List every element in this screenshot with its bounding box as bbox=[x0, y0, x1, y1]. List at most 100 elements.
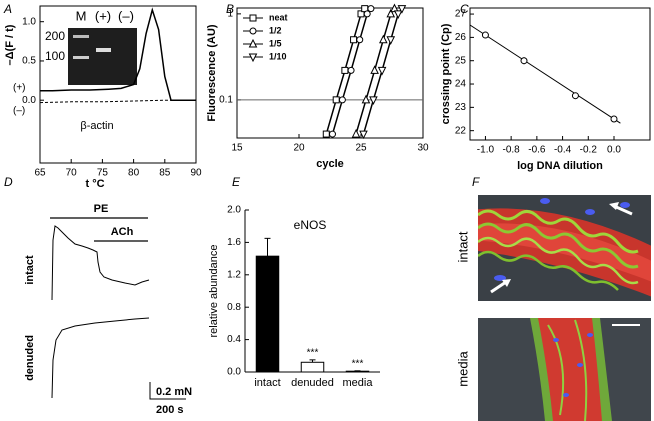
y-tick-label: 1.2 bbox=[227, 269, 241, 280]
x-axis-label: cycle bbox=[316, 158, 344, 170]
y-axis-label: relative abundance bbox=[208, 245, 220, 338]
marker bbox=[338, 96, 346, 104]
y-tick-label: 25 bbox=[455, 55, 467, 66]
significance: *** bbox=[352, 358, 364, 369]
micrograph bbox=[478, 195, 651, 301]
series-label: (–) bbox=[13, 106, 25, 117]
elastin bbox=[547, 319, 588, 421]
y-tick-label: 0.5 bbox=[22, 56, 36, 67]
panel-letter: E bbox=[232, 175, 241, 189]
marker bbox=[393, 10, 403, 19]
micrograph bbox=[478, 318, 651, 421]
gel-band bbox=[96, 48, 111, 52]
y-tick-label: 22 bbox=[455, 125, 467, 136]
legend-label: 1/2 bbox=[269, 25, 282, 35]
marker bbox=[379, 34, 388, 44]
nucleus bbox=[553, 338, 559, 342]
series-line bbox=[40, 7, 196, 101]
marker bbox=[332, 96, 340, 104]
nucleus bbox=[620, 202, 630, 208]
fit-line bbox=[469, 24, 621, 124]
marker bbox=[341, 66, 349, 74]
size-label: 100 bbox=[45, 49, 65, 63]
nucleus bbox=[540, 198, 550, 204]
y-tick-label: 1.6 bbox=[227, 237, 241, 248]
marker bbox=[350, 36, 358, 44]
x-tick-label: 25 bbox=[355, 143, 367, 154]
gel-band bbox=[73, 56, 89, 59]
marker bbox=[377, 66, 387, 76]
x-tick-label: 65 bbox=[34, 168, 46, 179]
x-tick-label: intact bbox=[254, 377, 280, 389]
marker bbox=[248, 53, 258, 63]
gel-band bbox=[73, 35, 89, 38]
marker bbox=[351, 128, 361, 138]
x-axis-label: log DNA dilution bbox=[517, 160, 603, 172]
y-tick-label: 1.0 bbox=[22, 16, 36, 27]
legend-label: 1/5 bbox=[269, 38, 282, 48]
point bbox=[571, 92, 579, 100]
x-tick-label: 20 bbox=[293, 143, 305, 154]
marker bbox=[397, 5, 407, 14]
lane-label: M bbox=[76, 8, 87, 23]
plot-frame bbox=[469, 7, 651, 141]
bar bbox=[300, 361, 325, 373]
panel-letter: C bbox=[460, 2, 469, 16]
point bbox=[610, 115, 618, 123]
plot-frame bbox=[39, 5, 197, 164]
series-label: (+) bbox=[13, 83, 26, 94]
point bbox=[520, 57, 528, 65]
bar bbox=[255, 255, 280, 373]
x-tick-label: 85 bbox=[159, 168, 171, 179]
scale-label: 0.2 mN bbox=[156, 386, 192, 398]
elastin bbox=[478, 236, 639, 285]
drug-label: ACh bbox=[111, 226, 134, 238]
nucleus bbox=[577, 363, 583, 367]
elastin bbox=[478, 250, 619, 291]
x-tick-label: -1.0 bbox=[477, 145, 495, 156]
arrow-head bbox=[609, 202, 619, 210]
series-line bbox=[39, 99, 196, 104]
legend-label: neat bbox=[269, 12, 288, 22]
y-tick-label: 0.1 bbox=[219, 94, 233, 105]
chart-title: eNOS bbox=[294, 218, 327, 232]
force-trace bbox=[51, 225, 150, 301]
x-tick-label: 75 bbox=[97, 168, 109, 179]
y-tick-label: 26 bbox=[455, 32, 467, 43]
marker bbox=[390, 3, 399, 13]
marker bbox=[249, 27, 257, 35]
nucleus bbox=[585, 209, 595, 215]
y-tick-label: 0.4 bbox=[227, 334, 241, 345]
y-tick-label: 27 bbox=[455, 9, 467, 20]
marker bbox=[347, 66, 355, 74]
marker bbox=[359, 130, 368, 140]
marker bbox=[356, 36, 364, 44]
lane-label: (–) bbox=[118, 8, 134, 23]
y-tick-label: 24 bbox=[455, 79, 467, 90]
scale-label: 200 s bbox=[156, 404, 184, 416]
x-tick-label: 90 bbox=[190, 168, 202, 179]
point bbox=[481, 31, 489, 39]
y-tick-label: 0.0 bbox=[22, 95, 36, 106]
elastin bbox=[478, 209, 639, 254]
marker bbox=[367, 5, 375, 13]
image-label: intact bbox=[455, 231, 470, 262]
legend-label: 1/10 bbox=[269, 51, 287, 61]
trace-label: intact bbox=[24, 255, 36, 285]
x-tick-label: 30 bbox=[417, 143, 429, 154]
marker bbox=[328, 130, 336, 138]
x-tick-label: 80 bbox=[128, 168, 140, 179]
x-tick-label: 0.0 bbox=[607, 145, 621, 156]
marker bbox=[386, 36, 396, 45]
marker bbox=[249, 14, 257, 22]
nucleus bbox=[494, 275, 506, 281]
x-tick-label: 15 bbox=[231, 143, 243, 154]
size-label: 200 bbox=[45, 29, 65, 43]
x-tick-label: denuded bbox=[291, 377, 334, 389]
annotation: β-actin bbox=[80, 120, 113, 132]
marker bbox=[370, 65, 379, 74]
marker bbox=[386, 8, 396, 18]
elastin bbox=[478, 222, 639, 269]
bar bbox=[345, 370, 370, 373]
